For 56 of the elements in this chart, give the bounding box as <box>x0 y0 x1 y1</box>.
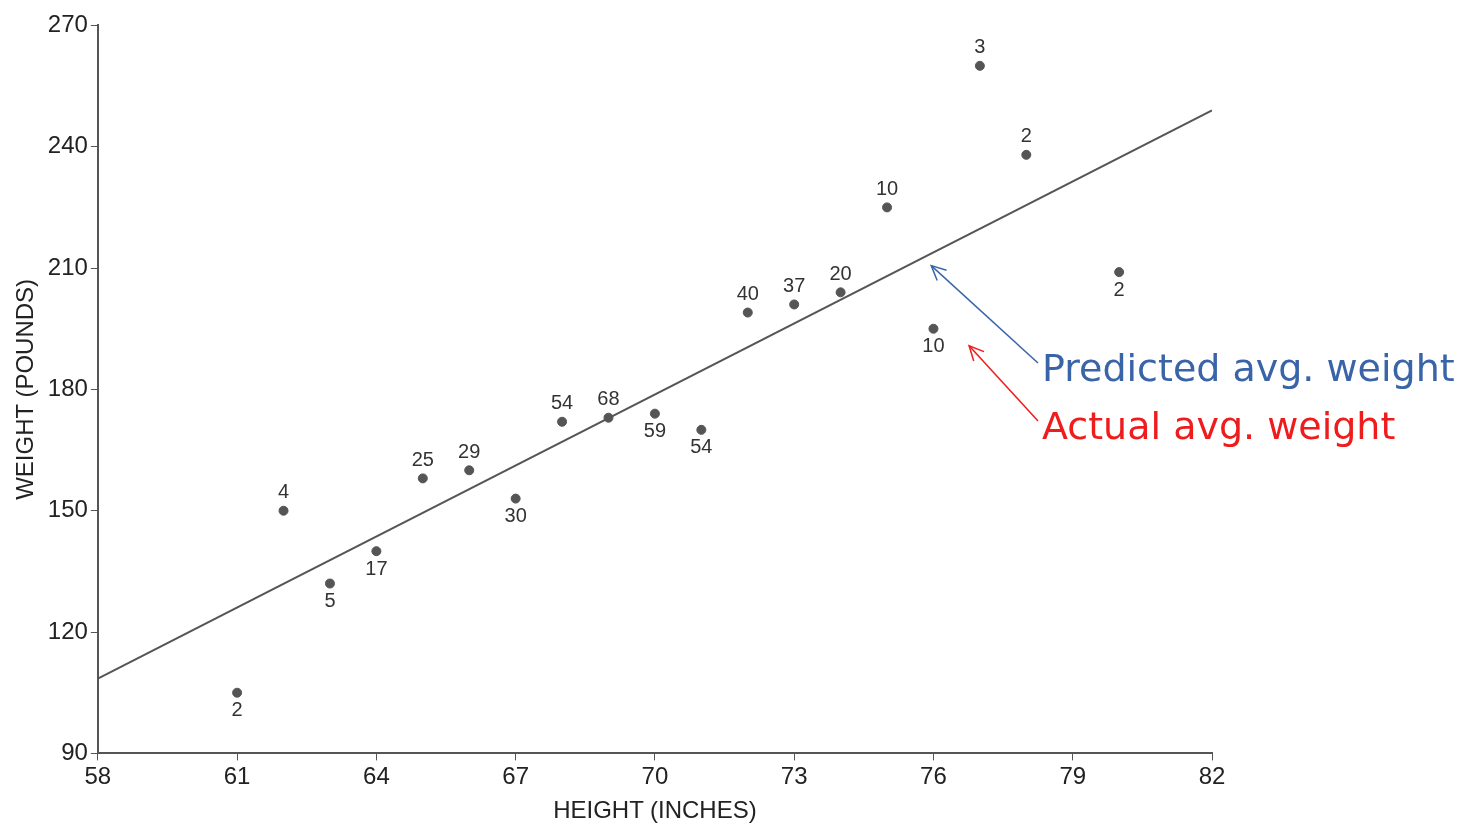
annotation: 5 <box>324 589 336 612</box>
x-tick-label: 79 <box>1059 762 1087 790</box>
point <box>1114 267 1125 278</box>
annotation: Predicted avg. weight <box>1042 345 1455 390</box>
annotation: 10 <box>922 334 945 357</box>
point <box>974 60 985 71</box>
point <box>557 416 568 427</box>
y-tick-label: 180 <box>47 374 88 402</box>
point <box>649 408 660 419</box>
annotation: 2 <box>1020 124 1032 147</box>
point <box>603 412 614 423</box>
y-axis-title: WEIGHT (POUNDS) <box>11 278 39 500</box>
point <box>464 465 475 476</box>
x-axis-title: HEIGHT (INCHES) <box>553 796 757 824</box>
annotation: 3 <box>974 35 986 58</box>
x-tick-label: 70 <box>641 762 669 790</box>
annotation: 59 <box>643 419 667 442</box>
y-tick-label: 270 <box>47 10 88 38</box>
annotation: 30 <box>504 504 527 527</box>
y-tick-label: 240 <box>47 131 88 159</box>
point <box>1021 149 1032 160</box>
point <box>882 202 893 213</box>
annotation: 2 <box>231 698 243 721</box>
annotation: 37 <box>783 273 806 296</box>
point <box>324 578 335 589</box>
annotation: 2 <box>1113 277 1125 300</box>
x-tick-label: 82 <box>1198 762 1226 790</box>
y-tick-label: 210 <box>47 252 88 280</box>
annotation: 10 <box>875 176 899 199</box>
annotation: 54 <box>550 391 574 414</box>
annotation: 4 <box>277 480 290 503</box>
x-tick-label: 61 <box>223 762 251 790</box>
annotation: Actual avg. weight <box>1042 403 1396 448</box>
x-tick-label: 73 <box>780 762 808 790</box>
point <box>510 493 521 504</box>
point <box>371 546 382 557</box>
annotation: 54 <box>690 435 713 458</box>
x-tick-label: 64 <box>363 762 390 790</box>
annotation: 20 <box>829 261 852 284</box>
x-tick-label: 76 <box>920 762 947 790</box>
point <box>417 473 428 484</box>
y-tick-label: 150 <box>47 495 88 523</box>
point <box>232 687 243 698</box>
annotation: 17 <box>365 556 388 579</box>
point <box>742 307 753 318</box>
point <box>928 323 939 334</box>
point <box>789 299 800 310</box>
annotation: 25 <box>411 447 434 470</box>
annotation: 68 <box>597 387 620 410</box>
x-tick-label: 67 <box>502 762 529 790</box>
point <box>696 424 707 435</box>
annotation: 29 <box>458 439 481 462</box>
annotation: 40 <box>736 282 759 305</box>
point <box>835 287 846 298</box>
point <box>278 505 289 516</box>
y-tick-label: 120 <box>47 616 88 644</box>
